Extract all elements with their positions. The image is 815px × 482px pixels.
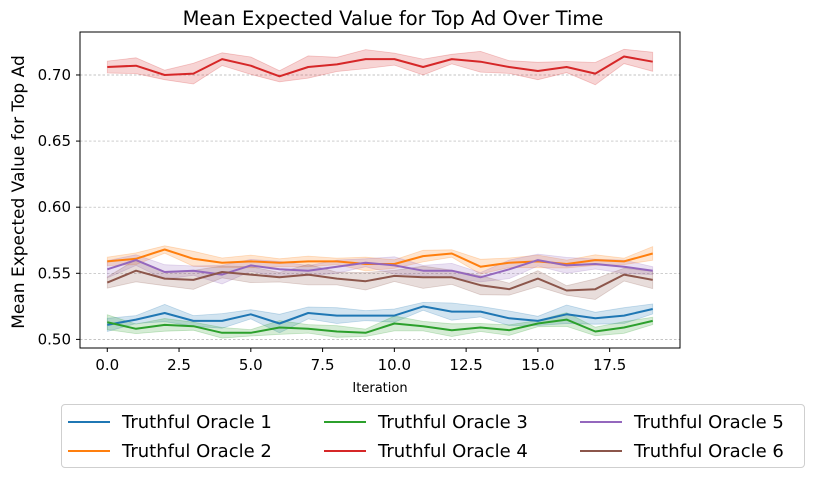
x-tick-label: 7.5 — [311, 356, 335, 374]
x-tick-label: 15.0 — [521, 356, 554, 374]
legend-label-truthful-oracle-4: Truthful Oracle 4 — [378, 440, 528, 462]
y-axis-ticks: 0.50 0.55 0.60 0.65 0.70 — [38, 66, 80, 348]
legend-label-truthful-oracle-6: Truthful Oracle 6 — [634, 440, 784, 462]
grid-lines — [80, 74, 680, 340]
legend-item-truthful-oracle-6: Truthful Oracle 6 — [580, 439, 784, 463]
y-axis-label: Mean Expected Value for Top Ad — [9, 55, 29, 329]
band-truthful-oracle-4 — [106, 48, 654, 86]
legend: Truthful Oracle 1 Truthful Oracle 2 Trut… — [61, 404, 805, 468]
band-truthful-oracle-1 — [106, 301, 654, 334]
x-tick-label: 5.0 — [239, 356, 263, 374]
plot-area-frame — [79, 31, 681, 349]
legend-item-truthful-oracle-5: Truthful Oracle 5 — [580, 410, 784, 434]
series-lines — [106, 55, 653, 334]
legend-item-truthful-oracle-3: Truthful Oracle 3 — [324, 410, 528, 434]
x-tick-label: 10.0 — [378, 356, 411, 374]
x-tick-label: 2.5 — [167, 356, 191, 374]
line-truthful-oracle-6 — [106, 269, 653, 292]
chart-title: Mean Expected Value for Top Ad Over Time — [183, 7, 604, 30]
line-truthful-oracle-4 — [107, 55, 653, 78]
y-tick-label: 0.55 — [38, 264, 71, 282]
line-truthful-oracle-1 — [107, 305, 653, 326]
y-tick-label: 0.60 — [38, 198, 71, 216]
legend-swatch-truthful-oracle-4 — [324, 450, 366, 452]
legend-swatch-truthful-oracle-2 — [68, 450, 110, 452]
y-tick-label: 0.50 — [38, 330, 71, 348]
x-tick-label: 0.0 — [95, 356, 119, 374]
y-tick-label: 0.70 — [38, 66, 71, 84]
legend-label-truthful-oracle-2: Truthful Oracle 2 — [122, 440, 272, 462]
legend-item-truthful-oracle-4: Truthful Oracle 4 — [324, 439, 528, 463]
x-axis-label: Iteration — [352, 381, 407, 396]
legend-item-truthful-oracle-1: Truthful Oracle 1 — [68, 410, 272, 434]
legend-label-truthful-oracle-5: Truthful Oracle 5 — [634, 411, 784, 433]
y-tick-label: 0.65 — [38, 132, 71, 150]
legend-swatch-truthful-oracle-3 — [324, 421, 366, 423]
x-axis-ticks: 0.0 2.5 5.0 7.5 10.0 12.5 15.0 17.5 — [95, 348, 626, 374]
line-truthful-oracle-5 — [106, 259, 653, 279]
legend-swatch-truthful-oracle-1 — [68, 421, 110, 423]
legend-swatch-truthful-oracle-5 — [580, 421, 622, 423]
confidence-bands — [106, 48, 654, 339]
legend-item-truthful-oracle-2: Truthful Oracle 2 — [68, 439, 272, 463]
x-tick-label: 12.5 — [449, 356, 482, 374]
line-truthful-oracle-3 — [107, 318, 653, 334]
legend-swatch-truthful-oracle-6 — [580, 450, 622, 452]
x-tick-label: 17.5 — [593, 356, 626, 374]
legend-label-truthful-oracle-1: Truthful Oracle 1 — [122, 411, 272, 433]
legend-label-truthful-oracle-3: Truthful Oracle 3 — [378, 411, 528, 433]
band-truthful-oracle-3 — [106, 312, 654, 339]
